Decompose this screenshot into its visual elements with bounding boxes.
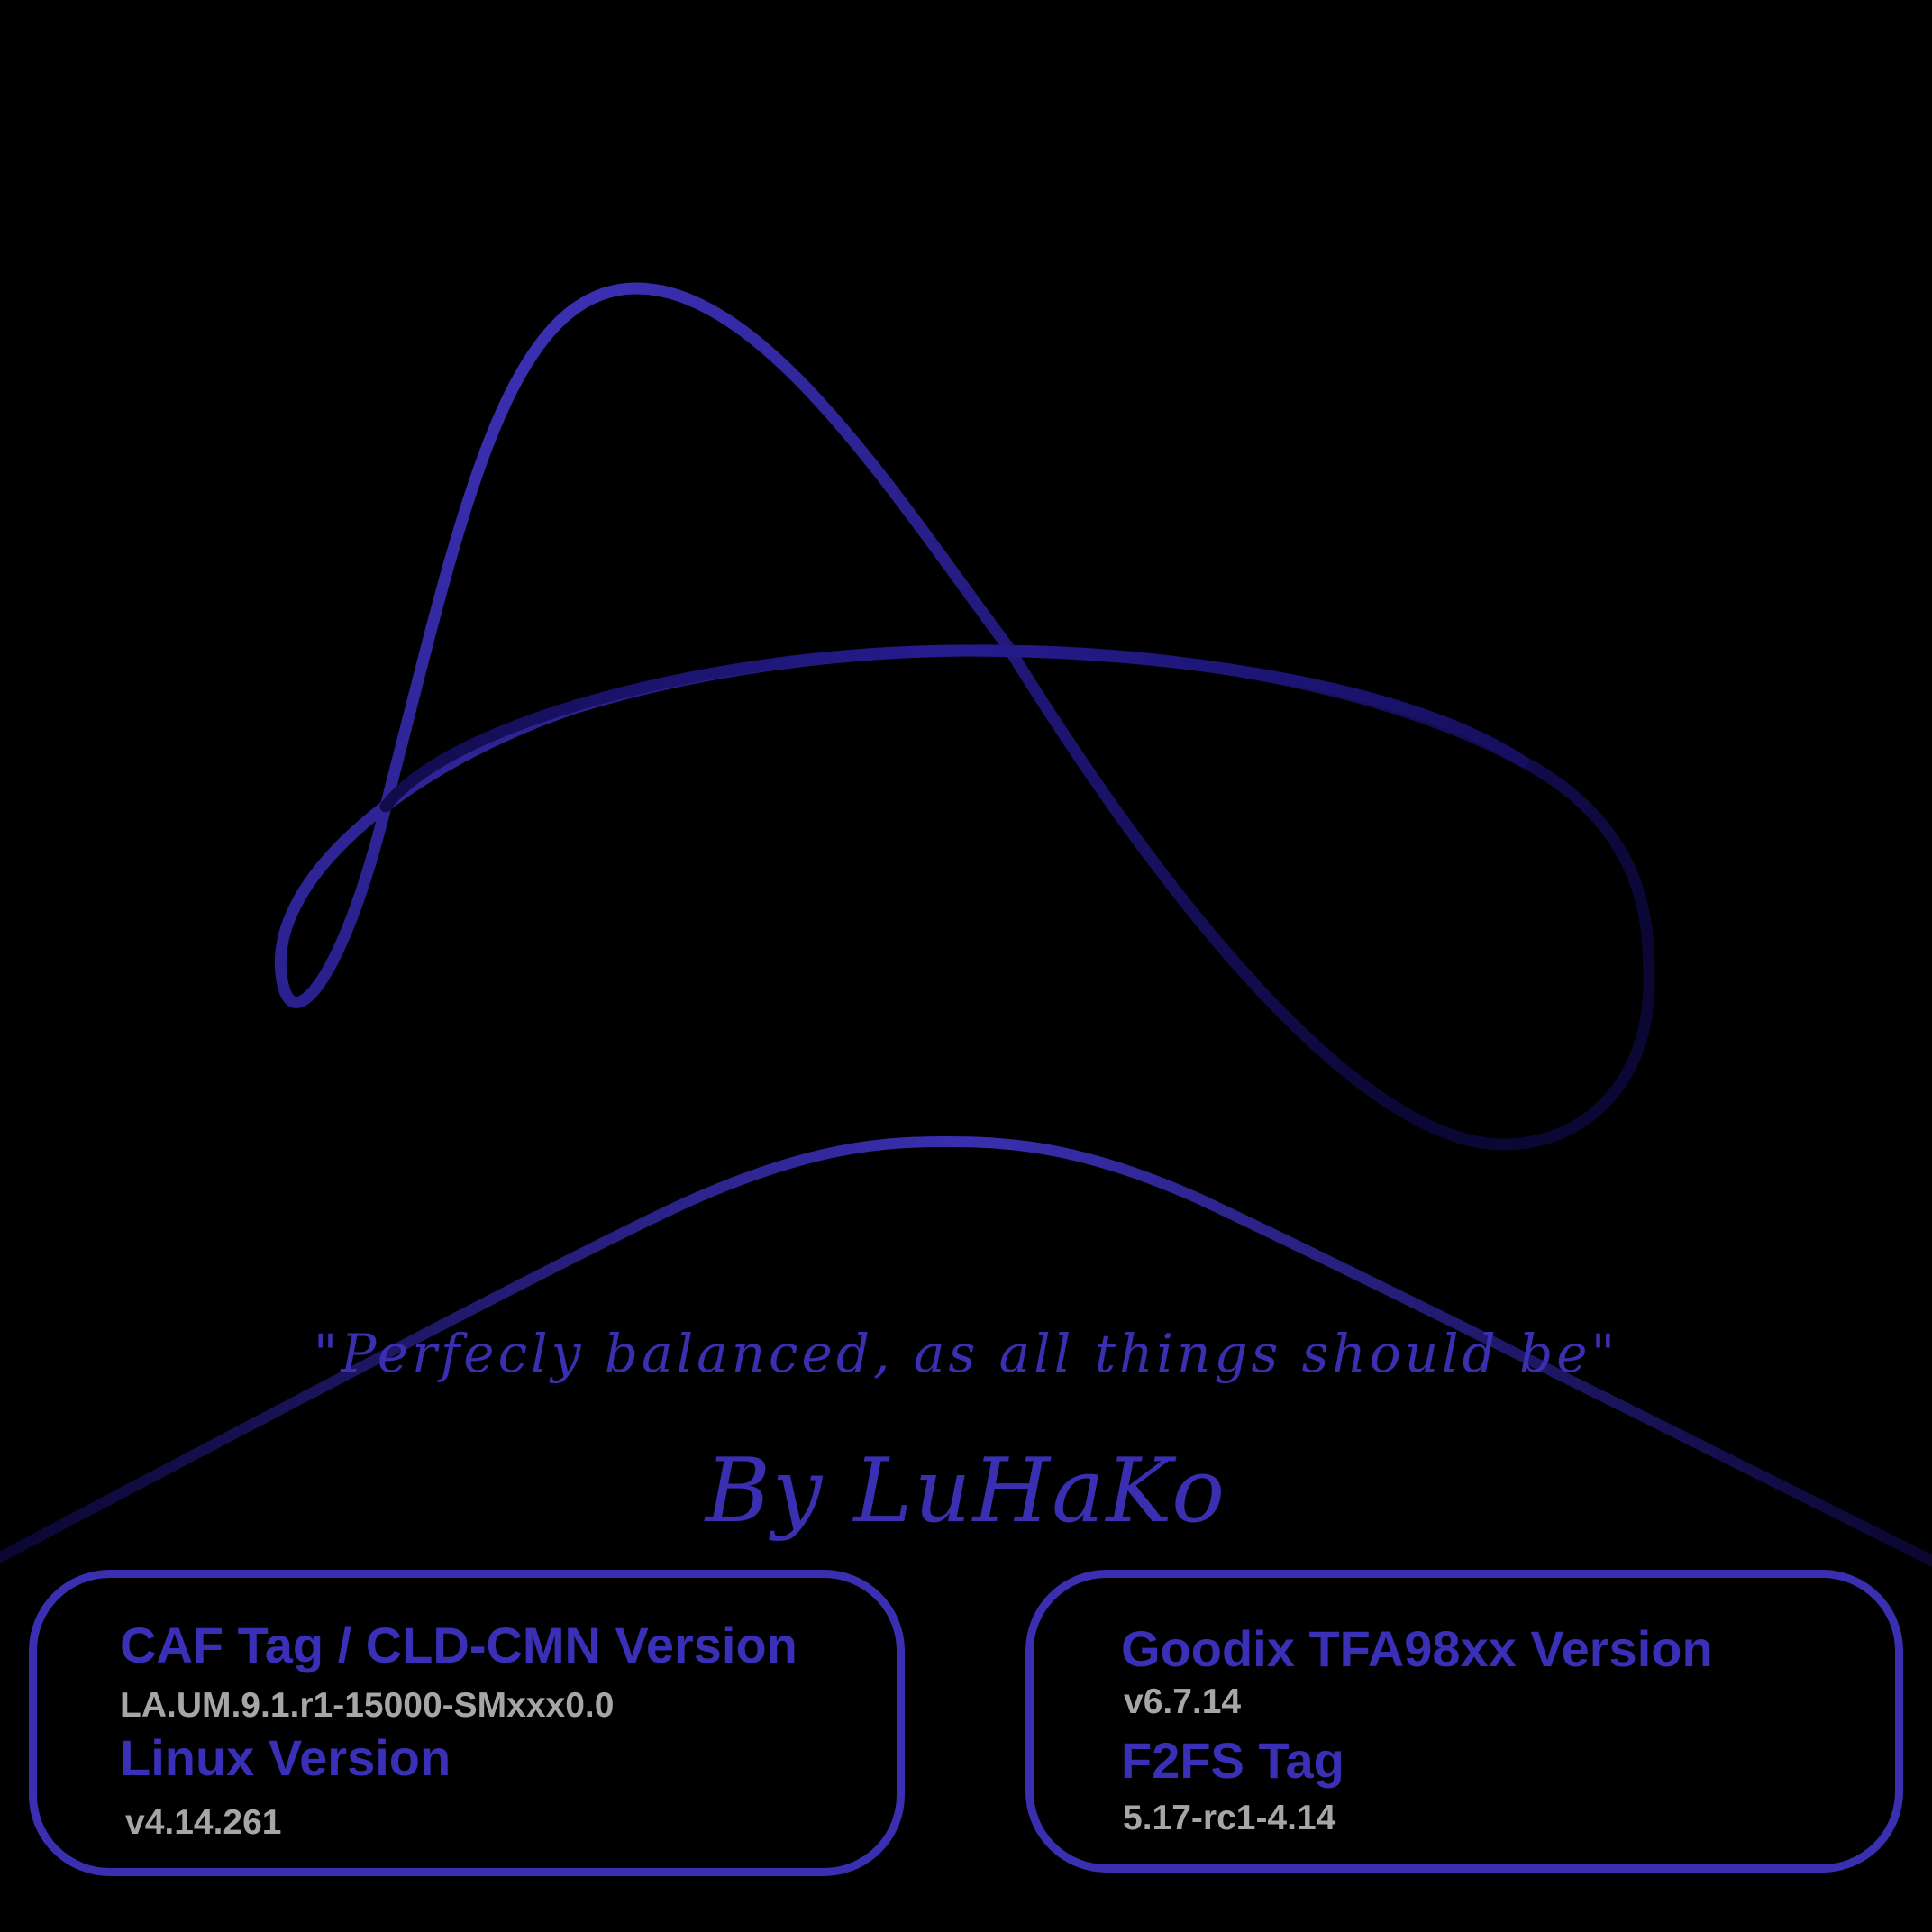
info-card-left: CAF Tag / CLD-CMN Version LA.UM.9.1.r1-1… [29, 1570, 905, 1876]
hill-arc-stroke [0, 1135, 1932, 1566]
info-card-right: Goodix TFA98xx Version v6.7.14 F2FS Tag … [1025, 1570, 1903, 1873]
goodix-version-label: Goodix TFA98xx Version [1121, 1620, 1713, 1677]
linux-version-value: v4.14.261 [125, 1803, 282, 1842]
linux-version-label: Linux Version [120, 1729, 451, 1786]
tagline-quote: "Perfecly balanced, as all things should… [313, 1323, 1619, 1384]
logo-sweep-stroke [379, 644, 1529, 813]
caf-tag-label: CAF Tag / CLD-CMN Version [120, 1617, 797, 1673]
f2fs-tag-value: 5.17-rc1-4.14 [1123, 1799, 1336, 1837]
caf-tag-value: LA.UM.9.1.r1-15000-SMxxx0.0 [120, 1686, 615, 1725]
goodix-version-value: v6.7.14 [1124, 1682, 1242, 1721]
author-signature: By LuHaKo [705, 1440, 1227, 1543]
f2fs-tag-label: F2FS Tag [1121, 1732, 1344, 1789]
